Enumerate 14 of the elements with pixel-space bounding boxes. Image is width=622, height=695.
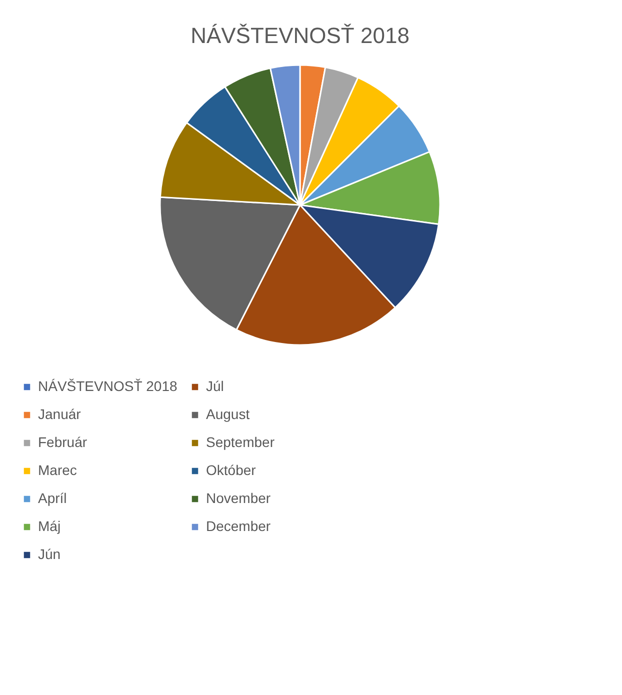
legend-label: NÁVŠTEVNOSŤ 2018 xyxy=(38,378,178,394)
legend-label: Január xyxy=(38,406,82,422)
legend-label: Jún xyxy=(38,546,61,562)
chart-title: NÁVŠTEVNOSŤ 2018 xyxy=(190,23,410,48)
legend-label: Apríl xyxy=(38,490,67,506)
legend-label: December xyxy=(206,518,271,534)
legend-label: Október xyxy=(206,462,256,478)
legend-label: Máj xyxy=(38,518,61,534)
legend-label: September xyxy=(206,434,275,450)
legend-label: Február xyxy=(38,434,88,450)
legend-label: Marec xyxy=(38,462,77,478)
legend-label: November xyxy=(206,490,271,506)
legend-label: Júl xyxy=(206,378,224,394)
legend-label: August xyxy=(206,406,250,422)
